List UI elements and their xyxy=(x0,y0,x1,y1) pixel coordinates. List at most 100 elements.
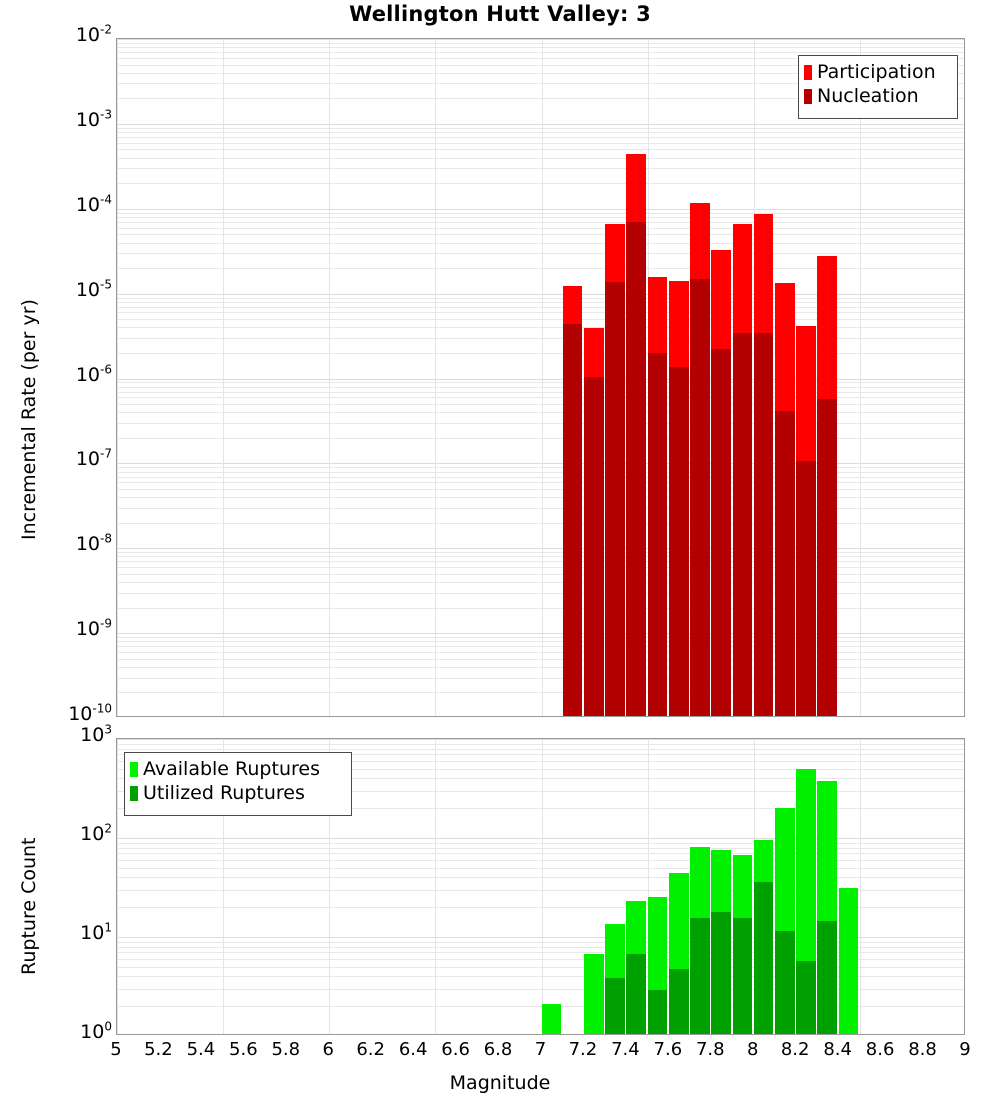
rupture-count-plot xyxy=(116,738,965,1035)
gridline xyxy=(117,1006,964,1007)
y-tick-label: 10-5 xyxy=(75,277,112,301)
legend-item: Utilized Ruptures xyxy=(130,781,344,805)
x-tick-label: 8.8 xyxy=(908,1039,937,1060)
bar xyxy=(520,739,540,1034)
legend-item: Participation xyxy=(804,60,950,84)
bar xyxy=(605,739,625,1034)
legend-swatch-icon xyxy=(130,785,138,801)
bar xyxy=(563,739,583,1034)
gridline xyxy=(117,761,964,762)
bar xyxy=(647,739,668,1034)
gridline xyxy=(117,243,964,244)
gridline xyxy=(117,438,964,439)
y-tick-label: 103 xyxy=(80,722,112,746)
bar-segment-utilized-ruptures xyxy=(647,989,668,1034)
gridline xyxy=(117,392,964,393)
legend-item: Available Ruptures xyxy=(130,757,344,781)
gridline xyxy=(117,83,964,84)
gridline xyxy=(117,548,964,549)
gridline xyxy=(117,959,964,960)
y-tick-label: 10-4 xyxy=(75,192,112,216)
bar xyxy=(541,739,562,1034)
gridline-vertical xyxy=(223,739,224,1034)
bar-segment-nucleation xyxy=(796,461,816,716)
legend-label: Nucleation xyxy=(817,84,919,107)
gridline xyxy=(117,967,964,968)
x-tick-label: 6.8 xyxy=(483,1039,513,1060)
gridline xyxy=(117,98,964,99)
gridline-vertical xyxy=(542,39,543,716)
gridline-vertical xyxy=(435,39,436,716)
gridline-vertical xyxy=(435,739,436,1034)
bar-segment-utilized-ruptures xyxy=(711,912,732,1034)
gridline xyxy=(117,749,964,750)
gridline xyxy=(117,853,964,854)
bar-segment-utilized-ruptures xyxy=(668,969,689,1034)
gridline xyxy=(117,209,964,210)
top-legend: Participation Nucleation xyxy=(798,55,958,119)
bar xyxy=(605,39,625,716)
gridline xyxy=(117,338,964,339)
bar-segment-nucleation xyxy=(690,279,710,716)
y-tick-label: 10-8 xyxy=(75,531,112,556)
bottom-legend: Available Ruptures Utilized Ruptures xyxy=(124,752,352,816)
bar-segment-nucleation xyxy=(774,411,795,716)
gridline xyxy=(117,692,964,693)
gridline xyxy=(117,567,964,568)
gridline xyxy=(117,423,964,424)
bar-segment-nucleation xyxy=(668,366,689,716)
gridline xyxy=(117,222,964,223)
x-tick-label: 5.2 xyxy=(144,1039,173,1060)
x-tick-label: 5.8 xyxy=(271,1039,301,1060)
x-axis-title: Magnitude xyxy=(449,1072,551,1094)
bar xyxy=(562,39,583,716)
gridline xyxy=(117,319,964,320)
gridline xyxy=(117,463,964,464)
bar-segment-utilized-ruptures xyxy=(817,920,838,1034)
bar xyxy=(690,39,710,716)
y-tick-label: 101 xyxy=(80,920,112,944)
gridline xyxy=(117,213,964,214)
gridline xyxy=(117,65,964,66)
bar xyxy=(753,739,774,1034)
y-tick-label: 10-3 xyxy=(75,107,112,131)
legend-swatch-icon xyxy=(804,88,812,104)
gridline xyxy=(117,217,964,218)
gridline xyxy=(117,302,964,303)
gridline xyxy=(117,633,964,634)
gridline xyxy=(117,838,964,839)
bar xyxy=(732,739,753,1034)
bar xyxy=(711,739,732,1034)
gridline-vertical xyxy=(860,739,861,1034)
gridline xyxy=(117,744,964,745)
x-tick-label: 7.8 xyxy=(695,1039,725,1060)
gridline xyxy=(117,574,964,575)
y-tick-label: 10-9 xyxy=(75,616,112,641)
page-title: Wellington Hutt Valley: 3 xyxy=(349,2,651,26)
legend-label: Participation xyxy=(817,60,936,83)
bar-segment-available-ruptures xyxy=(838,887,859,1034)
gridline xyxy=(117,641,964,642)
bar-segment-nucleation xyxy=(732,332,753,716)
gridline xyxy=(117,637,964,638)
gridline xyxy=(117,467,964,468)
bar xyxy=(583,39,604,716)
y-tick-label: 100 xyxy=(80,1019,112,1043)
gridline xyxy=(117,754,964,755)
bar xyxy=(626,739,647,1034)
gridline-vertical xyxy=(329,39,330,716)
gridline xyxy=(117,52,964,53)
bar-segment-nucleation xyxy=(817,398,838,716)
bar xyxy=(753,39,774,716)
gridline xyxy=(117,294,964,295)
gridline xyxy=(117,659,964,660)
gridline xyxy=(117,582,964,583)
gridline xyxy=(117,382,964,383)
gridline xyxy=(117,298,964,299)
bar-segment-utilized-ruptures xyxy=(774,930,795,1034)
gridline-vertical xyxy=(223,39,224,716)
x-tick-label: 8.4 xyxy=(823,1039,852,1060)
bar xyxy=(774,739,795,1034)
bar-segment-utilized-ruptures xyxy=(732,917,753,1034)
